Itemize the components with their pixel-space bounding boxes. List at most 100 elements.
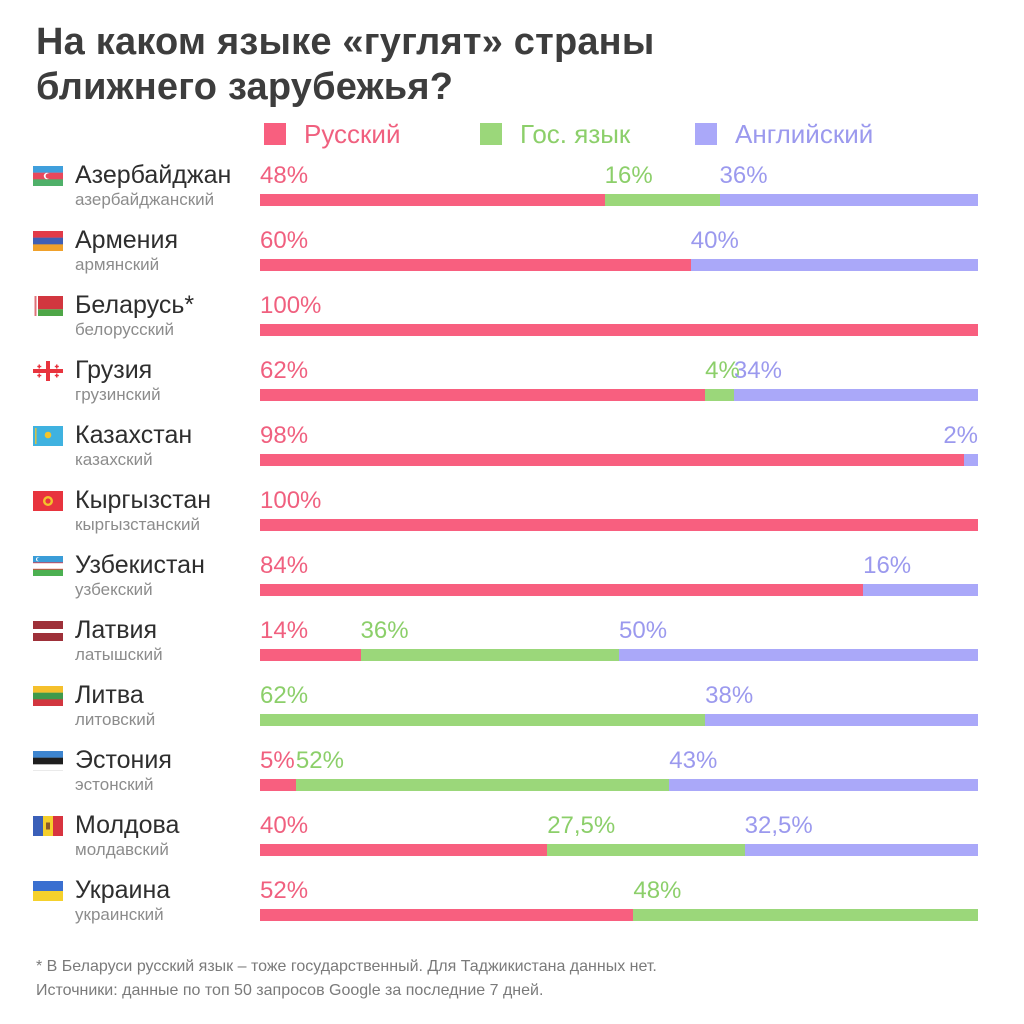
state-language-label: казахский bbox=[75, 450, 153, 469]
data-label-russian: 5% bbox=[260, 747, 295, 774]
ua-flag-icon bbox=[33, 881, 63, 901]
legend-label-state: Гос. язык bbox=[520, 118, 631, 149]
state-language-label: азербайджанский bbox=[75, 190, 215, 209]
lt-flag-icon bbox=[33, 686, 63, 706]
bar-segment-russian bbox=[260, 389, 706, 401]
bar-segment-english bbox=[669, 779, 978, 791]
data-label-state: 4% bbox=[705, 357, 740, 384]
state-language-label: армянский bbox=[75, 255, 160, 274]
bar-segment-english bbox=[619, 649, 978, 661]
state-language-label: украинский bbox=[75, 905, 164, 924]
bar-segment-state bbox=[705, 389, 734, 401]
legend-item-russian: Русский bbox=[264, 118, 400, 150]
bar-segment-english bbox=[705, 714, 978, 726]
md-flag-icon bbox=[33, 816, 63, 836]
bar-segment-state bbox=[633, 909, 978, 921]
data-label-russian: 98% bbox=[260, 422, 309, 449]
data-label-russian: 100% bbox=[260, 487, 322, 514]
data-label-english: 16% bbox=[863, 552, 912, 579]
data-label-english: 40% bbox=[690, 227, 739, 254]
bar-segment-english bbox=[963, 454, 978, 466]
country-label: Литва bbox=[75, 681, 144, 709]
footnote-note: * В Беларуси русский язык – тоже государ… bbox=[36, 958, 657, 975]
data-label-state: 48% bbox=[633, 877, 682, 904]
legend: Русский Гос. язык Английский bbox=[0, 0, 1024, 160]
state-language-label: латышский bbox=[75, 645, 163, 664]
bar-segment-russian bbox=[260, 194, 605, 206]
data-label-english: 50% bbox=[619, 617, 668, 644]
data-label-russian: 40% bbox=[260, 812, 309, 839]
bar-row: Украина украинский 52% 48% bbox=[0, 875, 1024, 940]
country-label: Грузия bbox=[75, 356, 153, 384]
az-flag-icon bbox=[33, 166, 63, 186]
bar-segment-russian bbox=[260, 779, 296, 791]
data-label-state: 52% bbox=[295, 747, 344, 774]
country-label: Азербайджан bbox=[75, 161, 232, 189]
data-label-english: 36% bbox=[719, 162, 768, 189]
data-label-english: 43% bbox=[669, 747, 718, 774]
legend-swatch-english bbox=[695, 123, 717, 145]
data-label-english: 38% bbox=[705, 682, 754, 709]
bar-segment-russian bbox=[260, 584, 864, 596]
bar-row: Армения армянский 60% 40% bbox=[0, 225, 1024, 290]
bar-segment-english bbox=[690, 259, 978, 271]
bar-row: Казахстан казахский 98% 2% bbox=[0, 420, 1024, 485]
country-label: Узбекистан bbox=[75, 551, 205, 579]
footnote-source: Источники: данные по топ 50 запросов Goo… bbox=[36, 982, 544, 999]
country-label: Кыргызстан bbox=[75, 486, 212, 514]
bar-row: Азербайджан азербайджанский 48% 16% 36% bbox=[0, 160, 1024, 225]
bar-row: Узбекистан узбекский 84% 16% bbox=[0, 550, 1024, 615]
legend-item-english: Английский bbox=[695, 118, 873, 150]
chart-title-line-2: ближнего зарубежья? bbox=[36, 66, 454, 108]
bar-segment-russian bbox=[260, 844, 548, 856]
bar-row: Эстония эстонский 5% 52% 43% bbox=[0, 745, 1024, 810]
legend-swatch-state bbox=[480, 123, 502, 145]
bar-segment-russian bbox=[260, 909, 634, 921]
country-label: Казахстан bbox=[75, 421, 193, 449]
data-label-russian: 48% bbox=[260, 162, 309, 189]
bar-row: Кыргызстан кыргызстанский 100% bbox=[0, 485, 1024, 550]
data-label-russian: 100% bbox=[260, 292, 322, 319]
bar-segment-state bbox=[604, 194, 720, 206]
state-language-label: молдавский bbox=[75, 840, 169, 859]
bar-segment-english bbox=[733, 389, 978, 401]
data-label-russian: 14% bbox=[260, 617, 309, 644]
bar-segment-english bbox=[744, 844, 978, 856]
country-label: Армения bbox=[75, 226, 178, 254]
kg-flag-icon bbox=[33, 491, 63, 511]
bar-segment-english bbox=[863, 584, 978, 596]
bar-segment-state bbox=[360, 649, 619, 661]
data-label-state: 36% bbox=[360, 617, 409, 644]
legend-label-english: Английский bbox=[735, 118, 874, 149]
bar-segment-state bbox=[295, 779, 670, 791]
data-label-english: 2% bbox=[943, 422, 978, 449]
bar-segment-russian bbox=[260, 649, 361, 661]
legend-label-russian: Русский bbox=[304, 118, 401, 149]
bar-segment-english bbox=[719, 194, 978, 206]
uz-flag-icon bbox=[33, 556, 63, 576]
state-language-label: грузинский bbox=[75, 385, 161, 404]
bar-row: Беларусь* белорусский 100% bbox=[0, 290, 1024, 355]
kz-flag-icon bbox=[33, 426, 63, 446]
lv-flag-icon bbox=[33, 621, 63, 641]
legend-swatch-russian bbox=[264, 123, 286, 145]
country-label: Латвия bbox=[75, 616, 157, 644]
data-label-russian: 52% bbox=[260, 877, 309, 904]
stacked-bar-chart: Азербайджан азербайджанский 48% 16% 36% Армен… bbox=[0, 160, 1024, 940]
data-label-russian: 84% bbox=[260, 552, 309, 579]
ge-flag-icon bbox=[33, 361, 63, 381]
state-language-label: кыргызстанский bbox=[75, 515, 201, 534]
country-label: Украина bbox=[75, 876, 171, 904]
country-label: Молдова bbox=[75, 811, 180, 839]
state-language-label: эстонский bbox=[75, 775, 154, 794]
bar-row: Грузия грузинский 62% 4% 34% bbox=[0, 355, 1024, 420]
chart-title: На каком языке «гуглят» страны ближнего … bbox=[36, 20, 976, 110]
state-language-label: литовский bbox=[75, 710, 156, 729]
state-language-label: узбекский bbox=[75, 580, 153, 599]
bar-row: Молдова молдавский 40% 27,5% 32,5% bbox=[0, 810, 1024, 875]
country-label: Беларусь* bbox=[75, 291, 195, 319]
data-label-russian: 62% bbox=[260, 357, 309, 384]
country-label: Эстония bbox=[75, 746, 172, 774]
bar-segment-russian bbox=[260, 454, 964, 466]
chart-title-line-1: На каком языке «гуглят» страны bbox=[36, 21, 655, 63]
